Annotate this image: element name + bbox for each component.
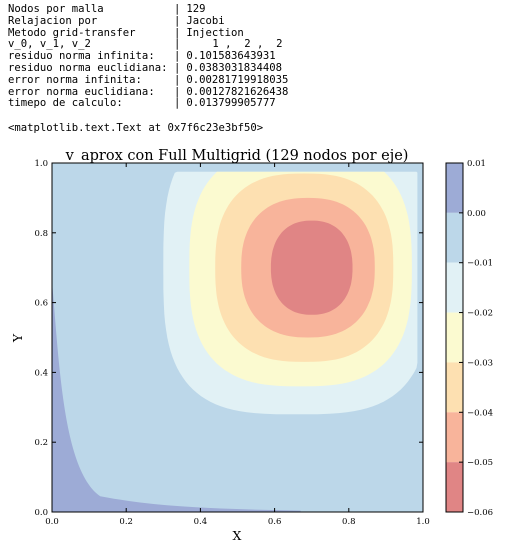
console-row-separator: | [174,73,181,86]
console-row: residuo norma euclidiana: | 0.038303183440… [8,61,288,75]
y-tick-label: 0.6 [34,299,48,309]
y-tick-label: 0.4 [34,368,48,378]
colorbar-swatch [446,462,463,512]
console-row-value: 0.013799905777 [186,97,276,110]
colorbar-tick-label: 0.00 [467,209,486,219]
console-row-label: error norma infinita: [8,73,142,86]
console-row-label: Nodos por malla [8,3,104,15]
x-tick-label: 0.2 [119,517,133,527]
colorbar-tick-label: −0.02 [467,309,493,319]
x-axis: 0.0 0.2 0.4 0.6 0.8 1.0 [45,163,430,527]
console-output: Nodos por malla | 129 Relajacion por | Jacobi… [8,3,289,110]
console-row: Nodos por malla | 129 [8,3,288,16]
console-row-separator: | [174,85,181,98]
colorbar: 0.01 0.00 −0.01 −0.02 −0.03 −0.04 −0.05 −0.06 [445,159,493,518]
console-row-label: timepo de calculo: [8,97,123,110]
y-tick-label: 0.0 [34,508,48,518]
console-row-label: residuo norma euclidiana: [8,61,168,74]
x-axis-label: X [233,528,242,543]
colorbar-swatch [446,163,463,213]
console-row-label: residuo norma infinita: [8,50,155,63]
console-row-separator: | [174,61,181,74]
console-row-value: 129 [186,3,206,15]
console-row-separator: | [174,38,181,51]
console-row: error norma euclidiana: | 0.00127821626438 [8,85,289,99]
plot-frame [51,162,424,513]
colorbar-tick-label: 0.01 [467,159,486,169]
y-axis: 0.0 0.2 0.4 0.6 0.8 1.0 [34,159,423,518]
x-tick-label: 1.0 [416,517,430,527]
console-row-value: Injection [186,26,244,39]
colorbar-tick-label: −0.06 [467,508,493,518]
console-row: residuo norma infinita: | 0.101583643931 [8,50,288,63]
colorbar-tick-label: −0.05 [467,458,493,468]
console-row-label: v_0, v_1, v_2 [8,38,91,51]
matplotlib-repr-text: <matplotlib.text.Text at 0x7f6c23e3bf50> [8,122,264,134]
console-row-label: error norma euclidiana: [8,85,155,98]
console-row: error norma infinita: | 0.00281719918035 [8,73,289,87]
colorbar-swatch [446,212,463,263]
plot-area [52,163,423,512]
x-tick-label: 0.4 [194,517,208,527]
colorbar-tick-label: −0.01 [467,259,493,269]
y-tick-label: 0.2 [34,438,48,448]
console-row: timepo de calculo: | 0.013799905777 [8,97,288,110]
console-row-separator: | [174,50,181,63]
y-tick-label: 1.0 [34,159,48,169]
x-tick-label: 0.8 [342,517,356,527]
contour-band-0.01 [52,281,301,512]
y-axis-label: Y [10,333,25,343]
colorbar-swatch [446,312,463,363]
colorbar-swatch [446,262,463,313]
console-row-value: 0.101583643931 [186,50,276,63]
colorbar-tick-label: −0.04 [467,408,493,418]
console-row-value: 0.00281719918035 [186,73,289,86]
console-row-separator: | [174,3,181,15]
contour-band-neg-0.05 [270,220,353,315]
console-row-value: Jacobi [186,14,225,27]
console-row-value: 0.0383031834408 [186,61,283,74]
console-row-label: Metodo grid-transfer [8,26,136,39]
console-row-value: 0.00127821626438 [186,85,289,98]
colorbar-swatch [446,362,463,413]
console-row-label: Relajacion por [8,14,98,27]
console-row: Relajacion por | Jacobi [8,14,288,28]
colorbar-swatch [446,412,463,463]
chart-title: v_aprox con Full Multigrid (129 nodos po… [65,148,409,164]
console-row-separator: | [174,97,181,110]
console-row-value: 1 , 2 , 2 [212,38,283,51]
console-row: v_0, v_1, v_2 | 1 , 2 , 2 [8,38,288,51]
y-tick-label: 0.8 [34,229,48,239]
x-tick-label: 0.6 [268,517,282,527]
console-row-separator: | [174,26,181,39]
x-tick-label: 0.0 [45,517,59,527]
console-row-separator: | [174,14,181,27]
console-row: Metodo grid-transfer | Injection [8,26,288,40]
colorbar-tick-label: −0.03 [467,358,493,368]
colorbar-frame [445,162,464,513]
